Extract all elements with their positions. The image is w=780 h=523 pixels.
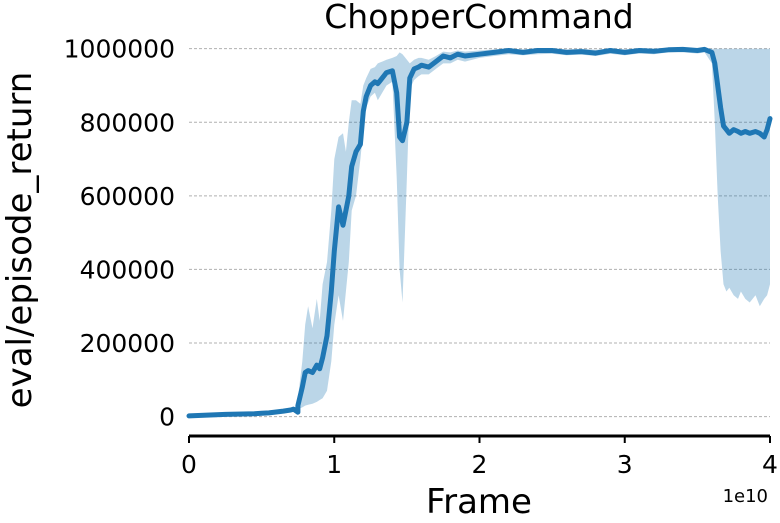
y-tick-label: 600000	[80, 182, 175, 211]
mean-line-0	[186, 46, 773, 419]
y-tick-label: 800000	[80, 108, 175, 137]
x-axis-offset-label: 1e10	[723, 486, 768, 507]
x-tick-label: 1	[326, 450, 342, 479]
axis-layer: 0 200000 400000 600000 800000 1000000 0 1 2 3 4	[64, 35, 778, 479]
y-tick-label: 400000	[80, 255, 175, 284]
x-tick-label: 2	[472, 450, 488, 479]
y-tick-label: 0	[159, 403, 175, 432]
confidence-band-0	[189, 48, 770, 417]
band-layer	[189, 48, 770, 417]
y-tick-label: 1000000	[64, 35, 175, 64]
chart-title: ChopperCommand	[324, 0, 634, 36]
line-layer	[186, 46, 773, 419]
x-tick-label: 0	[181, 450, 197, 479]
y-tick-label: 200000	[80, 329, 175, 358]
x-tick-label: 3	[617, 450, 633, 479]
x-axis-label: Frame	[426, 482, 532, 522]
grid-layer	[189, 48, 770, 418]
x-tick-label: 4	[762, 450, 778, 479]
y-axis-label: eval/episode_return	[0, 72, 40, 409]
